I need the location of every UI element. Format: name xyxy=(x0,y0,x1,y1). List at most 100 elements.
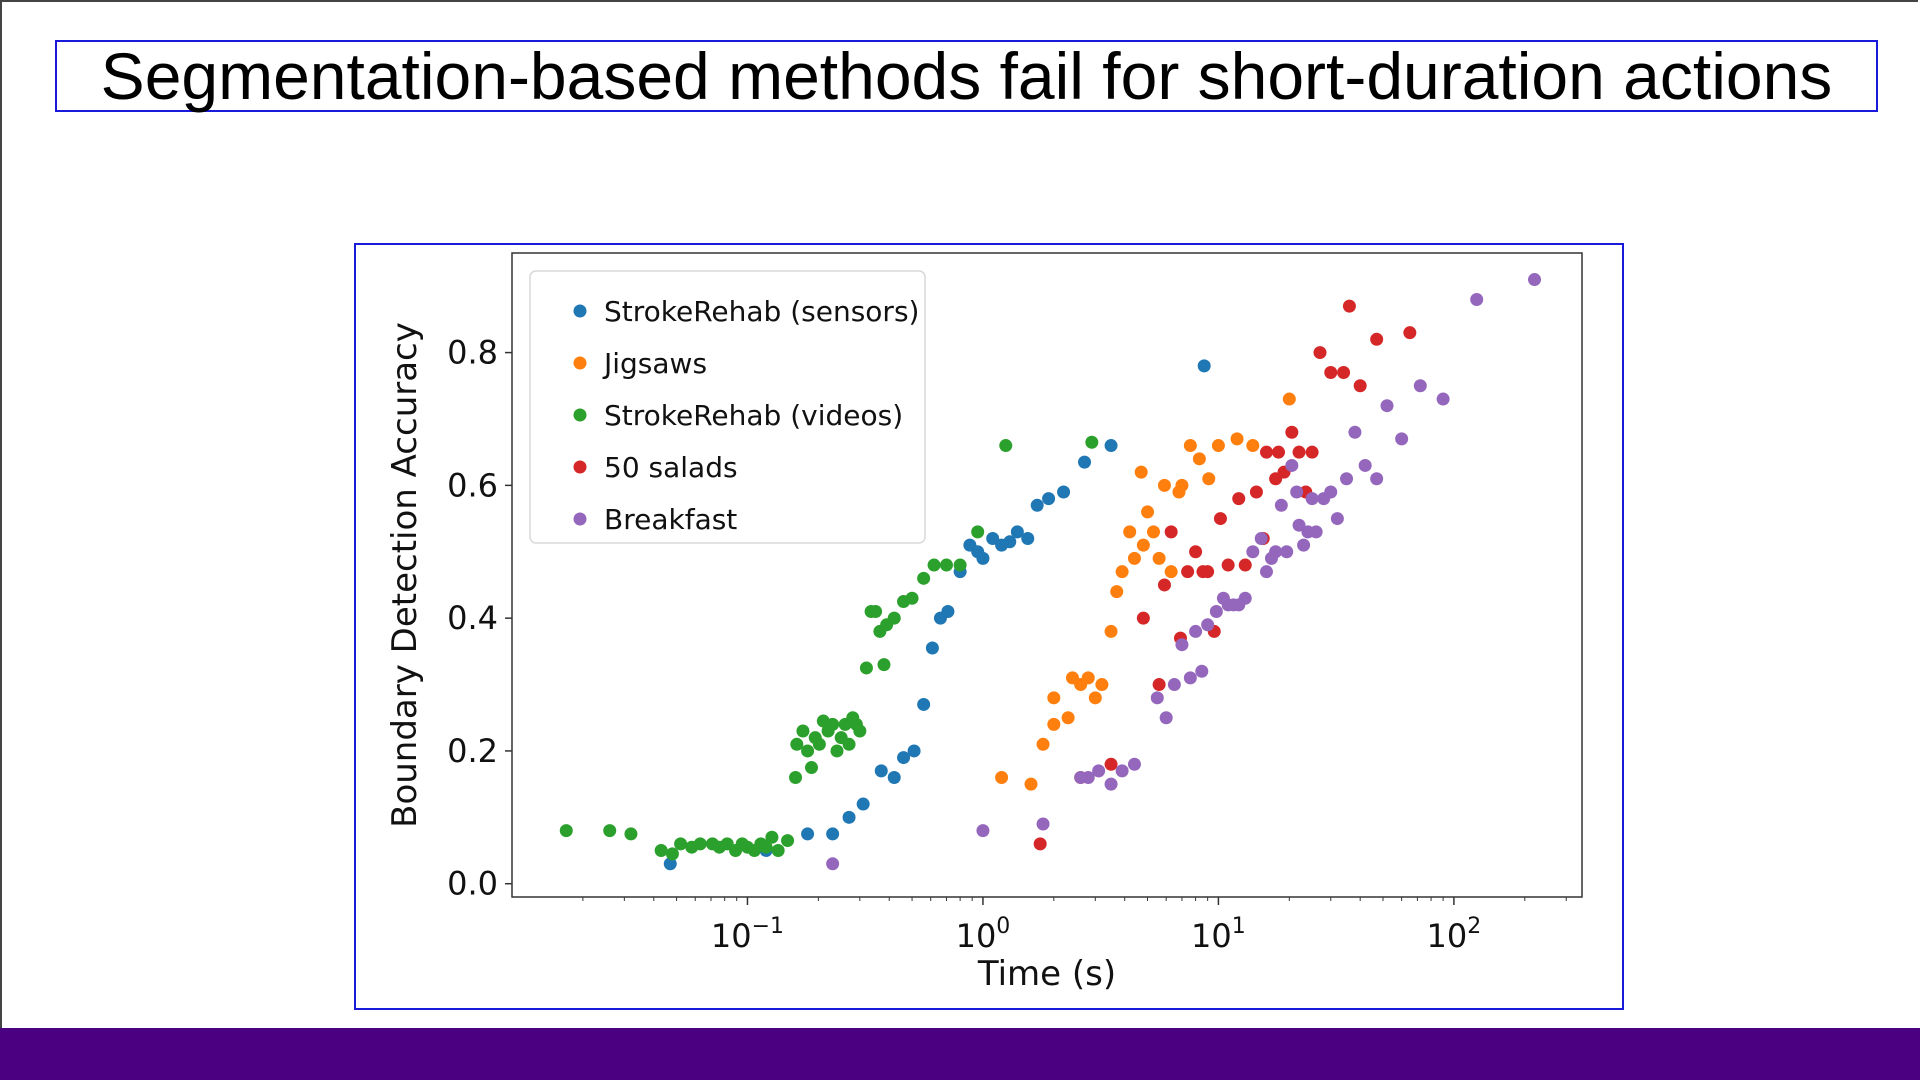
data-point xyxy=(1159,711,1173,725)
data-point xyxy=(693,837,707,851)
data-point xyxy=(1047,691,1061,705)
data-point xyxy=(1259,565,1273,579)
data-point xyxy=(874,764,888,778)
data-point xyxy=(907,744,921,758)
data-point xyxy=(1136,611,1150,625)
data-point xyxy=(1181,565,1195,579)
data-point xyxy=(1395,432,1409,446)
data-point xyxy=(1183,671,1197,685)
data-point xyxy=(1085,435,1099,449)
data-point xyxy=(1403,326,1417,340)
title-box: Segmentation-based methods fail for shor… xyxy=(55,40,1878,112)
data-point xyxy=(1081,770,1095,784)
data-point xyxy=(1211,439,1225,453)
data-point xyxy=(1141,505,1155,519)
data-point xyxy=(559,824,573,838)
data-point xyxy=(1213,512,1227,526)
y-tick-label: 0.6 xyxy=(447,466,498,504)
data-point xyxy=(1209,605,1223,619)
data-point xyxy=(1030,498,1044,512)
data-point xyxy=(1104,624,1118,638)
data-point xyxy=(663,857,677,871)
data-point xyxy=(624,827,638,841)
data-point xyxy=(1134,465,1148,479)
data-point xyxy=(1195,664,1209,678)
data-point xyxy=(1292,518,1306,532)
data-point xyxy=(804,761,818,775)
data-point xyxy=(1246,545,1260,559)
data-point xyxy=(927,558,941,572)
legend-marker xyxy=(573,512,587,526)
data-point xyxy=(781,834,795,848)
data-point xyxy=(1309,525,1323,539)
data-point xyxy=(1146,525,1160,539)
legend-label: Jigsaws xyxy=(602,347,707,380)
data-point xyxy=(1095,678,1109,692)
data-point xyxy=(826,857,840,871)
data-point xyxy=(887,611,901,625)
data-point xyxy=(1164,525,1178,539)
data-point xyxy=(1024,777,1038,791)
data-point xyxy=(1183,439,1197,453)
data-point xyxy=(1348,425,1362,439)
data-point xyxy=(1282,392,1296,406)
data-point xyxy=(796,724,810,738)
data-point xyxy=(1127,551,1141,565)
data-point xyxy=(897,751,911,765)
data-point xyxy=(1358,458,1372,472)
data-point xyxy=(1189,545,1203,559)
figure-frame: 0.0 0.2 0.4 0.6 0.8 10−1 100 101 102 Time (s) Boun… xyxy=(354,243,1624,1010)
data-point xyxy=(1081,671,1095,685)
data-point xyxy=(917,697,931,711)
data-point xyxy=(1157,578,1171,592)
data-point xyxy=(1047,717,1061,731)
data-point xyxy=(1010,525,1024,539)
data-point xyxy=(1197,359,1211,373)
data-point xyxy=(1313,346,1327,360)
data-point xyxy=(1324,366,1338,380)
data-point xyxy=(1370,472,1384,486)
data-point xyxy=(842,737,856,751)
data-point xyxy=(1123,525,1137,539)
legend-label: StrokeRehab (sensors) xyxy=(604,295,919,328)
data-point xyxy=(1136,538,1150,552)
data-point xyxy=(1189,624,1203,638)
data-point xyxy=(859,661,873,675)
legend-marker xyxy=(573,356,587,370)
data-point xyxy=(905,591,919,605)
data-point xyxy=(856,797,870,811)
data-point xyxy=(999,439,1013,453)
data-point xyxy=(812,737,826,751)
legend-box xyxy=(529,270,926,544)
scatter-chart: 0.0 0.2 0.4 0.6 0.8 10−1 100 101 102 Time (s) Boun… xyxy=(385,252,1583,994)
data-point xyxy=(1036,817,1050,831)
data-point xyxy=(1337,366,1351,380)
data-point xyxy=(1078,455,1092,469)
data-point xyxy=(1285,425,1299,439)
data-point xyxy=(1269,545,1283,559)
data-point xyxy=(869,605,883,619)
data-point xyxy=(1152,551,1166,565)
data-point xyxy=(1280,545,1294,559)
x-tick-label: 100 xyxy=(956,914,1011,955)
x-axis-label: Time (s) xyxy=(977,954,1116,994)
data-point xyxy=(1285,458,1299,472)
legend-label: StrokeRehab (videos) xyxy=(604,399,903,432)
data-point xyxy=(1021,531,1035,545)
data-point xyxy=(1246,439,1260,453)
data-point xyxy=(759,840,773,854)
data-point xyxy=(1152,678,1166,692)
x-tick-label: 102 xyxy=(1427,914,1482,955)
data-point xyxy=(1305,492,1319,506)
data-point xyxy=(1042,492,1056,506)
data-point xyxy=(971,525,985,539)
data-point xyxy=(976,551,990,565)
data-point xyxy=(1370,332,1384,346)
data-point xyxy=(995,770,1009,784)
data-point xyxy=(1528,273,1542,287)
footer-band xyxy=(0,1028,1920,1080)
data-point xyxy=(877,658,891,672)
data-point xyxy=(1238,591,1252,605)
y-tick-label: 0.2 xyxy=(447,732,498,770)
data-point xyxy=(790,737,804,751)
